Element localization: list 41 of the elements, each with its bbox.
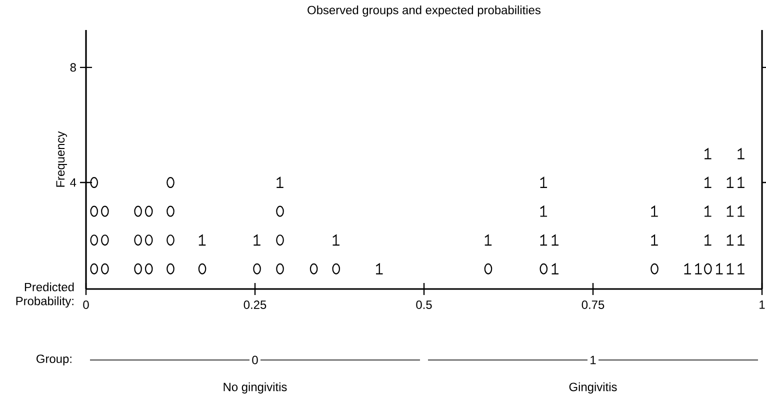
y-axis-title: Frequency [56,131,67,187]
point [726,234,734,246]
point [726,177,734,188]
point [332,234,340,246]
point [332,263,340,274]
point [551,234,560,246]
point [310,263,318,274]
y-tick-label: 4 [70,178,76,187]
point [90,206,98,217]
point [144,234,153,246]
point [551,263,560,274]
point [198,234,206,246]
point [540,263,548,274]
x-tick-label: 0.75 [582,300,604,309]
point [540,177,548,188]
point [684,263,692,274]
point [90,263,98,274]
x-axis-title: Predicted Probability: [16,282,74,308]
chart-title: Observed groups and expected probabilities [308,6,540,17]
text: Gingivitis [569,382,617,394]
point [484,234,492,246]
point [90,234,98,246]
text: 1 [590,356,596,364]
point [375,263,384,274]
text: 0 [252,356,258,364]
point [540,206,548,217]
point [484,263,492,274]
text: No gingivitis [224,382,287,394]
x-tick-label: 0.5 [416,300,432,309]
point [144,206,153,217]
x-tick-label: 0 [83,300,89,309]
y-tick-label: 8 [70,63,76,72]
point [90,177,98,188]
point [726,206,734,217]
point [144,263,153,274]
x-tick-label: 0.25 [244,300,266,309]
point [198,263,206,274]
x-tick-label: 1 [760,300,765,309]
point [726,263,734,274]
point [540,234,548,246]
text: Group: [36,354,72,366]
